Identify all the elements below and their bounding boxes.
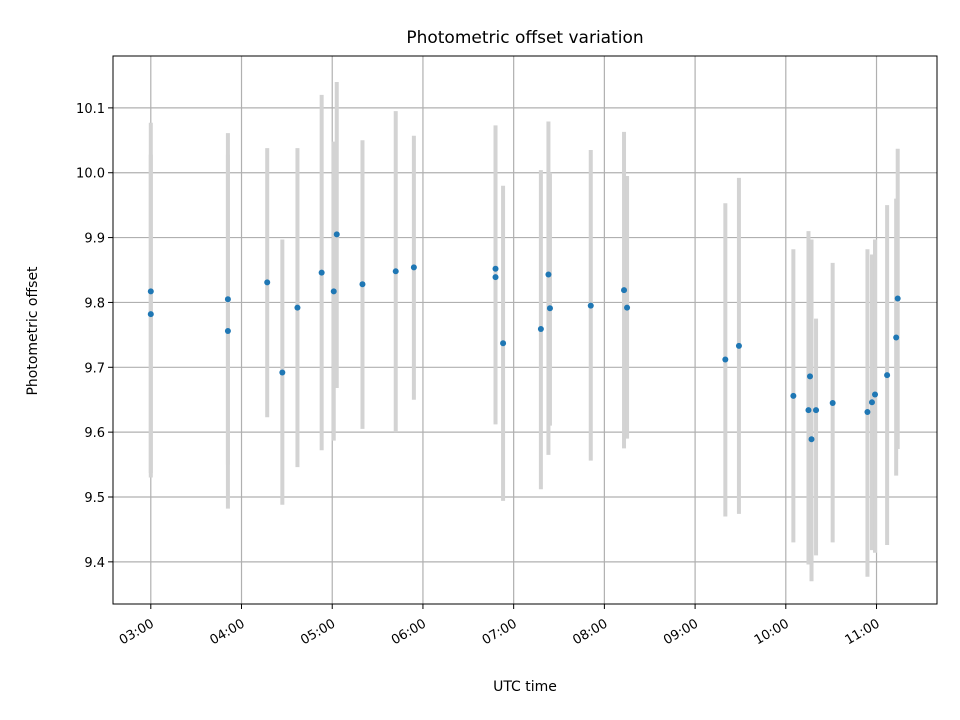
y-tick-label: 9.9 [84,232,105,247]
y-tick-label: 10.0 [76,167,105,182]
data-point [264,279,271,286]
data-point [147,311,154,318]
plot-frame [112,55,938,605]
grid-lines [113,56,937,604]
data-point [872,391,879,398]
data-point [410,264,417,271]
data-point [492,274,499,281]
data-point [624,304,631,311]
data-point [359,281,366,288]
data-point [893,334,900,341]
x-tick-label: 03:00 [117,616,157,648]
x-tick-label: 04:00 [208,616,248,648]
x-tick-label: 06:00 [389,616,429,648]
y-tick-label: 9.5 [84,491,105,506]
x-axis-label: UTC time [493,679,557,695]
data-point [279,369,286,376]
data-point [813,407,820,414]
data-point [864,409,871,416]
data-point [294,304,301,311]
y-tick-label: 9.7 [84,361,105,376]
data-point [790,392,797,399]
x-tick-label: 08:00 [570,616,610,648]
x-tick-label: 05:00 [298,616,338,648]
data-point [884,372,891,379]
data-point [722,356,729,363]
data-point [147,288,154,295]
data-points [147,231,901,443]
y-axis-label: Photometric offset [25,266,41,396]
y-tick-label: 9.8 [84,296,105,311]
data-point [545,271,552,278]
axis-ticks: 03:00 04:00 05:00 06:00 07:00 08:00 09:00 10:00… [76,102,882,648]
data-point [806,373,813,380]
data-point [808,436,815,443]
data-point [621,287,628,294]
data-point [894,295,901,302]
data-point [500,340,507,347]
data-point [224,296,231,303]
data-point [829,399,836,406]
x-tick-label: 11:00 [843,616,883,648]
y-tick-label: 9.6 [84,426,105,441]
x-tick-label: 10:00 [752,616,792,648]
data-point [224,327,231,334]
data-point [330,288,337,295]
x-tick-label: 07:00 [480,616,520,648]
y-tick-label: 10.1 [76,102,105,117]
data-point [546,305,553,312]
chart-title: Photometric offset variation [406,28,643,48]
data-point [333,231,340,238]
data-point [587,302,594,309]
data-point [492,265,499,272]
data-point [318,269,325,276]
data-point [537,326,544,333]
data-point [735,342,742,349]
data-point [868,399,875,406]
x-tick-label: 09:00 [661,616,701,648]
data-point [805,407,812,414]
data-point [392,268,399,275]
y-tick-label: 9.4 [84,556,105,571]
